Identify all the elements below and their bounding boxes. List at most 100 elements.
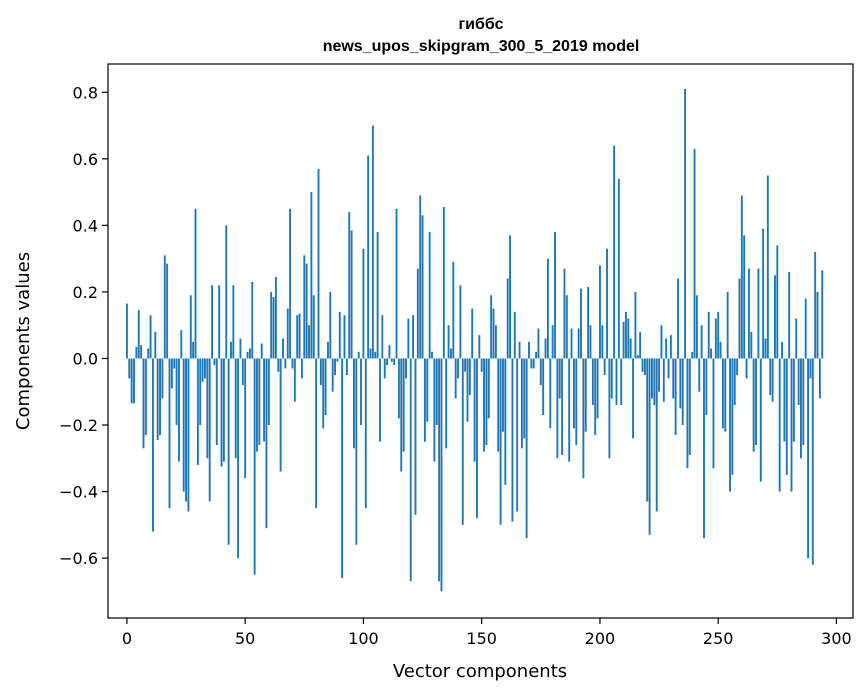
bar-15 — [161, 358, 164, 399]
bar-163 — [511, 358, 514, 522]
bar-222 — [651, 358, 653, 399]
bar-92 — [343, 315, 346, 359]
bar-8 — [144, 358, 147, 435]
bar-127 — [426, 358, 429, 422]
bar-246 — [707, 311, 710, 359]
bar-134 — [442, 207, 445, 359]
bar-275 — [776, 245, 779, 359]
bar-140 — [457, 358, 459, 379]
bar-265 — [752, 358, 755, 452]
bar-104 — [371, 125, 374, 359]
bar-277 — [781, 341, 783, 359]
bar-75 — [303, 255, 306, 359]
bar-251 — [719, 341, 722, 359]
bar-169 — [525, 358, 528, 539]
bar-257 — [733, 358, 736, 406]
bar-68 — [286, 308, 289, 359]
bar-100 — [362, 248, 365, 359]
bar-264 — [750, 331, 753, 359]
bar-174 — [537, 328, 540, 359]
bar-98 — [357, 351, 360, 359]
bar-194 — [584, 358, 587, 432]
bar-11 — [151, 358, 154, 532]
bar-5 — [137, 310, 140, 359]
bar-47 — [237, 358, 240, 559]
bar-64 — [277, 358, 280, 372]
x-axis-label: Vector components — [393, 661, 567, 682]
bar-195 — [587, 286, 590, 359]
bar-258 — [736, 358, 739, 376]
y-tick-label: 0.6 — [73, 150, 98, 169]
bar-201 — [601, 325, 604, 359]
bar-180 — [551, 325, 554, 359]
bar-36 — [211, 285, 214, 359]
bar-91 — [341, 358, 344, 579]
bar-49 — [241, 358, 244, 386]
bar-256 — [731, 358, 734, 475]
bar-45 — [232, 285, 235, 359]
bar-214 — [632, 358, 634, 439]
bar-32 — [201, 358, 204, 382]
bar-120 — [409, 358, 412, 582]
bar-114 — [395, 208, 398, 359]
bar-209 — [620, 358, 623, 406]
bar-94 — [348, 212, 351, 359]
bar-97 — [355, 358, 358, 545]
bar-289 — [809, 358, 812, 379]
bar-95 — [350, 230, 353, 359]
bar-122 — [414, 358, 417, 515]
bar-123 — [416, 268, 419, 359]
y-tick-label: 0.2 — [73, 283, 98, 302]
x-tick-label: 100 — [348, 629, 379, 648]
bar-50 — [244, 358, 247, 479]
bar-196 — [589, 325, 592, 359]
y-tick-label: 0.8 — [73, 83, 98, 102]
bar-287 — [804, 298, 807, 359]
bar-239 — [691, 351, 694, 359]
bar-230 — [669, 335, 672, 359]
y-tick-label: −0.2 — [59, 416, 98, 435]
bar-202 — [603, 358, 606, 376]
bar-101 — [364, 358, 367, 509]
bar-40 — [220, 358, 223, 467]
bar-266 — [755, 358, 757, 445]
bar-270 — [764, 338, 767, 359]
bar-157 — [497, 358, 500, 452]
bar-143 — [464, 358, 467, 372]
bar-2 — [130, 358, 133, 404]
bar-13 — [156, 358, 159, 440]
bar-138 — [452, 261, 455, 359]
bar-119 — [407, 318, 410, 359]
bar-151 — [483, 358, 485, 452]
bar-24 — [182, 358, 185, 492]
bar-96 — [353, 358, 355, 449]
bar-69 — [289, 208, 292, 359]
bar-261 — [743, 235, 746, 359]
bar-43 — [227, 358, 230, 545]
y-tick-label: 0.4 — [73, 216, 98, 235]
bar-26 — [187, 358, 190, 512]
bar-170 — [528, 341, 530, 359]
bar-213 — [629, 338, 632, 359]
bar-131 — [435, 358, 438, 426]
bar-139 — [454, 358, 457, 399]
bar-144 — [466, 358, 469, 422]
bar-148 — [476, 358, 478, 519]
bar-158 — [499, 358, 502, 525]
bar-132 — [438, 358, 441, 582]
bar-76 — [305, 263, 308, 359]
bar-102 — [367, 155, 370, 359]
bar-268 — [759, 358, 762, 482]
bar-206 — [613, 145, 616, 359]
bar-242 — [698, 358, 701, 392]
bar-160 — [504, 358, 507, 485]
bar-285 — [800, 358, 802, 459]
bar-288 — [807, 358, 810, 559]
y-tick-label: 0.0 — [73, 349, 98, 368]
bar-276 — [778, 358, 781, 492]
bar-113 — [393, 358, 396, 366]
bar-59 — [265, 358, 268, 529]
bar-109 — [383, 358, 386, 379]
bar-243 — [700, 325, 703, 359]
bar-145 — [468, 358, 471, 396]
